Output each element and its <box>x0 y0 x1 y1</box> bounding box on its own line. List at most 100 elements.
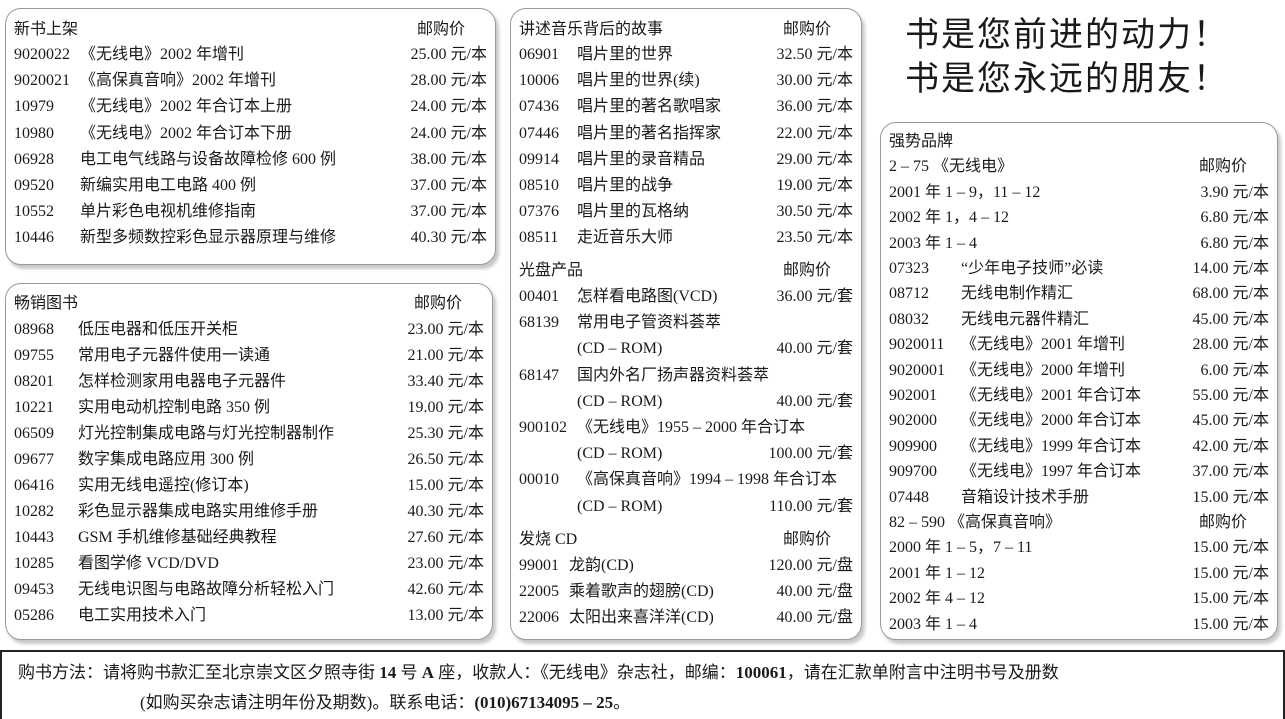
brands-panel: 强势品牌 2 – 75 《无线电》 邮购价 2001 年 1 – 9，11 – 12 3… <box>880 122 1278 640</box>
item-price: 37.00 元/本 <box>1192 463 1269 481</box>
item-title: 唱片里的世界 <box>577 46 674 63</box>
price-header: 邮购价 <box>1198 158 1247 176</box>
item-price: 19.00 元/本 <box>407 399 484 416</box>
list-item: 06901 唱片里的世界 32.50 元/本 <box>519 42 853 68</box>
list-item: 99001 龙韵(CD) 120.00 元/盘 <box>519 553 853 579</box>
new-books-panel: 新书上架 邮购价 9020022 《无线电》2002 年增刊 25.00 元/本 9020… <box>5 8 496 265</box>
order-line-1: 购书方法：请将购书款汇至北京崇文区夕照寺街 14 号 A 座，收款人：《无线电》… <box>18 658 1059 683</box>
item-price: 15.00 元/本 <box>407 477 484 494</box>
item-title: 《无线电》2001 年合订本 <box>961 387 1142 404</box>
order-instructions: 购书方法：请将购书款汇至北京崇文区夕照寺街 14 号 A 座，收款人：《无线电》… <box>0 650 1285 719</box>
item-title: 《无线电》1955 – 2000 年合订本 <box>577 419 806 436</box>
list-item: 2000 年 1 – 5，7 – 11 15.00 元/本 <box>889 535 1269 560</box>
list-item: 08712 无线电制作精汇 68.00 元/本 <box>889 281 1269 306</box>
item-price: 3.90 元/本 <box>1200 183 1269 201</box>
item-title: 灯光控制集成电路与灯光控制器制作 <box>78 425 335 442</box>
item-title: 数字集成电路应用 300 例 <box>78 451 255 468</box>
item-code: 10979 <box>14 98 54 116</box>
list-item: 06416 实用无线电遥控(修订本) 15.00 元/本 <box>14 473 484 499</box>
item-code: 68139 <box>519 314 559 332</box>
list-item: 08968 低压电器和低压开关柜 23.00 元/本 <box>14 317 484 343</box>
item-code: 10221 <box>14 399 54 416</box>
item-code: 07376 <box>519 203 559 221</box>
list-item: 07323 “少年电子技师”必读 14.00 元/本 <box>889 256 1269 281</box>
section-header: 新书上架 邮购价 <box>14 17 487 43</box>
list-item: 22005 乘着歌声的翅膀(CD) 40.00 元/盘 <box>519 579 853 605</box>
item-title: 音箱设计技术手册 <box>961 488 1090 506</box>
section-header: 讲述音乐背后的故事 邮购价 <box>519 17 853 43</box>
item-price: 55.00 元/本 <box>1192 387 1269 404</box>
item-title: 电工实用技术入门 <box>78 607 207 624</box>
bestsellers-panel: 畅销图书 邮购价 08968 低压电器和低压开关柜 23.00 元/本 09755 常用电子… <box>5 283 493 640</box>
phone-number: (010)67134095 – 25 <box>474 693 614 712</box>
list-item: 09520 新编实用电工电路 400 例 37.00 元/本 <box>14 173 487 199</box>
item-price: 6.80 元/本 <box>1200 209 1269 227</box>
item-code: 2001 年 1 – 12 <box>889 564 986 582</box>
item-title: 怎样看电路图(VCD) <box>577 288 718 305</box>
section-header: 光盘产品 邮购价 <box>519 258 853 284</box>
item-title: 龙韵(CD) <box>569 557 634 574</box>
item-title: 低压电器和低压开关柜 <box>78 321 239 338</box>
item-price: 120.00 元/盘 <box>768 557 853 574</box>
list-item: 10443 GSM 手机维修基础经典教程 27.60 元/本 <box>14 525 484 551</box>
item-code: 00010 <box>519 471 559 489</box>
list-item: 05286 电工实用技术入门 13.00 元/本 <box>14 603 484 629</box>
list-item: 10552 单片彩色电视机维修指南 37.00 元/本 <box>14 199 487 225</box>
item-code: 909900 <box>889 437 937 455</box>
item-title: 新型多频数控彩色显示器原理与维修 <box>80 229 337 247</box>
list-item: 9020021 《高保真音响》2002 年增刊 28.00 元/本 <box>14 68 487 94</box>
item-price: 15.00 元/本 <box>1192 539 1269 557</box>
list-item: (CD – ROM) 40.00 元/套 <box>519 389 853 415</box>
item-price: 13.00 元/本 <box>407 607 484 624</box>
item-title: 单片彩色电视机维修指南 <box>80 203 257 221</box>
magazine-header: 82 – 590 《高保真音响》 邮购价 <box>889 510 1269 535</box>
price-header: 邮购价 <box>782 531 831 548</box>
item-price: 23.50 元/本 <box>776 229 853 247</box>
text: (如购买杂志请注明年份及期数)。联系电话： <box>140 693 475 712</box>
item-price: 45.00 元/本 <box>1192 310 1269 328</box>
item-code: 10446 <box>14 229 54 247</box>
section-title: 讲述音乐背后的故事 <box>519 21 664 38</box>
item-price: 22.00 元/本 <box>776 124 853 142</box>
item-title: 唱片里的瓦格纳 <box>577 203 690 221</box>
item-title: 乘着歌声的翅膀(CD) <box>569 583 714 601</box>
item-title: 唱片里的著名指挥家 <box>577 124 722 142</box>
item-title: 国内外名厂扬声器资料荟萃 <box>577 366 770 384</box>
item-price: 68.00 元/本 <box>1192 285 1269 303</box>
item-price: 6.80 元/本 <box>1200 234 1269 252</box>
section-title: 2 – 75 《无线电》 <box>889 158 1014 176</box>
text: ，请在汇款单附言中注明书号及册数 <box>786 663 1059 682</box>
item-price: 40.30 元/本 <box>407 503 484 520</box>
item-title: 实用无线电遥控(修订本) <box>78 477 249 494</box>
item-code: 10285 <box>14 555 54 572</box>
item-title: 无线电元器件精汇 <box>961 310 1090 328</box>
list-item: 10446 新型多频数控彩色显示器原理与维修 40.30 元/本 <box>14 225 487 251</box>
list-item: 68139 常用电子管资料荟萃 <box>519 310 853 336</box>
item-title: 怎样检测家用电器电子元器件 <box>78 373 287 390</box>
item-price: 30.50 元/本 <box>776 203 853 221</box>
list-item: 07446 唱片里的著名指挥家 22.00 元/本 <box>519 121 853 147</box>
price-header: 邮购价 <box>782 21 831 38</box>
item-title: 唱片里的战争 <box>577 177 674 194</box>
item-code: 08510 <box>519 177 559 194</box>
section-title: 82 – 590 《高保真音响》 <box>889 514 1062 531</box>
item-code: 900102 <box>519 419 567 436</box>
list-item: (CD – ROM) 100.00 元/套 <box>519 441 853 467</box>
list-item: 09453 无线电识图与电路故障分析轻松入门 42.60 元/本 <box>14 577 484 603</box>
item-title: 唱片里的世界(续) <box>577 72 700 90</box>
order-line-2: (如购买杂志请注明年份及期数)。联系电话：(010)67134095 – 25。 <box>140 688 630 713</box>
item-title: 走近音乐大师 <box>577 229 674 247</box>
item-title: 太阳出来喜洋洋(CD) <box>569 609 714 627</box>
list-item: 909900 《无线电》1999 年合订本 42.00 元/本 <box>889 434 1269 459</box>
item-price: 40.00 元/盘 <box>776 609 853 627</box>
list-item: 2003 年 1 – 4 15.00 元/本 <box>889 612 1269 637</box>
item-price: 25.00 元/本 <box>410 46 487 63</box>
item-price: 26.50 元/本 <box>407 451 484 468</box>
list-item: 00010 《高保真音响》1994 – 1998 年合订本 <box>519 467 853 493</box>
item-price: 28.00 元/本 <box>1192 336 1269 354</box>
text: 14 <box>379 663 397 682</box>
list-item: 10282 彩色显示器集成电路实用维修手册 40.30 元/本 <box>14 499 484 525</box>
item-title: 《无线电》2002 年增刊 <box>80 46 245 63</box>
text: 。 <box>613 693 631 712</box>
item-price: 36.00 元/套 <box>776 288 853 305</box>
